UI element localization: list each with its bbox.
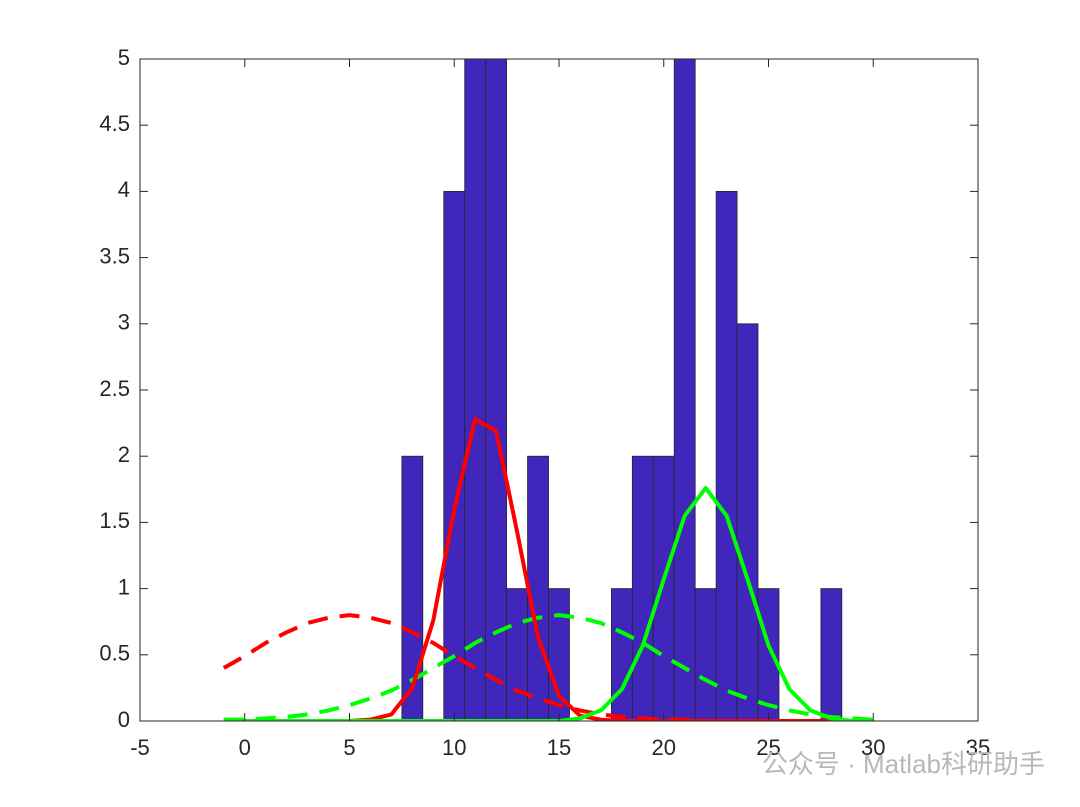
bar (527, 455, 549, 721)
y-tick-label: 1 (118, 574, 130, 599)
bar (506, 588, 528, 721)
y-tick-label: 1.5 (99, 508, 130, 533)
x-tick-label: -5 (130, 735, 150, 760)
bar (485, 59, 508, 721)
x-tick-label: 5 (343, 735, 355, 760)
y-tick-label: 4.5 (99, 111, 130, 136)
bar (736, 323, 759, 721)
y-tick-label: 3.5 (99, 243, 130, 268)
y-tick-label: 3 (118, 310, 130, 335)
line (222, 613, 874, 721)
x-tick-label: 35 (966, 735, 990, 760)
bar (610, 588, 633, 721)
line (223, 485, 874, 721)
bar (820, 588, 843, 721)
x-tick-label: 30 (861, 735, 885, 760)
x-tick-label: 0 (239, 735, 251, 760)
y-tick-label: 4 (118, 177, 130, 202)
bar (673, 59, 696, 721)
bar (631, 455, 654, 721)
bar (652, 455, 675, 721)
y-tick-label: 0.5 (99, 641, 130, 666)
watermark: 公众号 · Matlab科研助手 (762, 749, 1045, 779)
y-tick-label: 2 (118, 442, 130, 467)
x-tick-label: 15 (547, 735, 571, 760)
x-tick-label: 20 (652, 735, 676, 760)
line (223, 613, 874, 721)
x-tick-label: 25 (756, 735, 780, 760)
bar (464, 59, 487, 721)
y-tick-label: 5 (118, 45, 130, 70)
lines (222, 417, 874, 721)
x-tick-label: 10 (442, 735, 466, 760)
bar (715, 190, 738, 721)
axes-box (139, 58, 979, 722)
y-tick-label: 0 (118, 707, 130, 732)
y-tick-label: 2.5 (99, 376, 130, 401)
bar (443, 190, 466, 721)
line (223, 417, 874, 721)
bar (401, 455, 424, 721)
bar (694, 588, 717, 721)
